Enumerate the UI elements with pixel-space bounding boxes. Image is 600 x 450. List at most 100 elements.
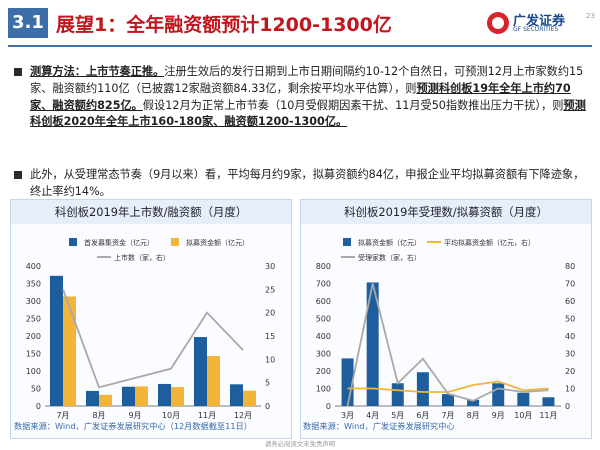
x-tick-label: 7月 — [56, 411, 69, 420]
x-tick-label: 10月 — [162, 411, 180, 420]
y-left-tick-label: 300 — [26, 297, 41, 306]
y-left-tick-label: 100 — [316, 385, 331, 394]
chart-acceptance-fundraising-plot: 0 100 200 300 400 500 600 700 800 0 10 20 30 40 50 60 70… — [316, 238, 575, 420]
bar — [194, 337, 207, 406]
y-left-tick-label: 800 — [316, 262, 331, 271]
section-number: 3.1 — [8, 8, 48, 38]
y-right-tick-label: 0 — [265, 402, 270, 411]
y-right-tick-label: 70 — [565, 280, 575, 289]
logo-english-name: GF SECURITIES — [513, 26, 559, 33]
bar — [50, 275, 63, 406]
y-left-tick-label: 700 — [316, 280, 331, 289]
bar — [86, 390, 99, 406]
chart-listing-financing: 科创板2019年上市数/融资额（月度） 0 50 100 150 200 250 300 35… — [10, 199, 292, 439]
y-right-tick-label: 30 — [565, 350, 575, 359]
slide-title: 展望1：全年融资额预计1200-1300亿 — [56, 14, 392, 36]
bar — [542, 397, 555, 406]
legend-label: 首发募集资金（亿元） — [84, 238, 154, 247]
y-left-tick-label: 150 — [26, 350, 41, 359]
y-right-tick-label: 5 — [265, 379, 270, 388]
y-right-tick-label: 20 — [565, 367, 575, 376]
series-line — [347, 380, 549, 393]
x-tick-label: 9月 — [492, 411, 505, 420]
y-left-tick-label: 250 — [26, 315, 41, 324]
logo-mark-icon — [487, 12, 509, 34]
paragraph-acceptance-text: 此外，从受理常态节奏（9月以来）看，平均每月约9家，拟募资额约84亿，申报企业平… — [30, 168, 585, 198]
series-line — [62, 289, 244, 389]
bar — [517, 392, 530, 406]
y-left-tick-label: 200 — [26, 332, 41, 341]
y-right-tick-label: 50 — [565, 315, 575, 324]
y-left-tick-label: 600 — [316, 297, 331, 306]
paragraph-acceptance: 此外，从受理常态节奏（9月以来）看，平均每月约9家，拟募资额约84亿，申报企业平… — [14, 167, 586, 201]
gf-logo: 广发证券 GF SECURITIES — [487, 10, 583, 36]
bar — [158, 383, 171, 406]
y-right-tick-label: 0 — [565, 402, 570, 411]
bar — [492, 383, 505, 406]
x-tick-label: 9月 — [128, 411, 141, 420]
bar — [99, 394, 112, 406]
method-heading: 测算方法：上市节奏正推。 — [30, 65, 165, 78]
bar — [467, 399, 480, 406]
logo-chinese-name: 广发证券 — [513, 14, 566, 29]
y-left-tick-label: 500 — [316, 315, 331, 324]
y-right-tick-label: 15 — [265, 332, 275, 341]
x-tick-label: 4月 — [366, 411, 379, 420]
x-tick-label: 8月 — [467, 411, 480, 420]
legend-swatch — [343, 238, 351, 246]
y-left-tick-label: 400 — [26, 262, 41, 271]
bar — [243, 390, 256, 406]
chart-listing-financing-plot: 0 50 100 150 200 250 300 350 400 0 5 10 15 20 25 30 7月 8月… — [26, 238, 275, 420]
x-tick-label: 7月 — [441, 411, 454, 420]
y-right-tick-label: 80 — [565, 262, 575, 271]
slide-header: 3.1 展望1：全年融资额预计1200-1300亿 广发证券 GF SECURI… — [0, 0, 600, 47]
y-right-tick-label: 10 — [565, 385, 575, 394]
y-left-tick-label: 0 — [326, 402, 331, 411]
x-tick-label: 12月 — [234, 411, 252, 420]
x-tick-label: 6月 — [416, 411, 429, 420]
y-right-tick-label: 10 — [265, 355, 275, 364]
assumption-text: 假设12月为正常上市节奏（10月受假期因素干扰、11月受50指数推出压力干扰），… — [142, 98, 564, 112]
bar — [442, 394, 454, 406]
x-tick-label: 11月 — [539, 411, 557, 420]
bar — [416, 372, 429, 406]
method-detail: 注册生效后的发行日期到上市日期间隔约10-12个自然日，可预测12月上市家数约1… — [30, 65, 584, 95]
bar — [366, 282, 379, 406]
bar — [135, 386, 148, 406]
x-tick-label: 10月 — [514, 411, 532, 420]
y-left-tick-label: 50 — [31, 385, 41, 394]
legend-label: 拟募资金额（亿元） — [358, 238, 421, 247]
x-tick-label: 11月 — [198, 411, 216, 420]
bar — [63, 296, 76, 406]
x-tick-label: 3月 — [341, 411, 354, 420]
y-left-tick-label: 0 — [36, 402, 41, 411]
legend-label: 受理家数（家，右） — [358, 253, 421, 262]
chart-title: 科创板2019年上市数/融资额（月度） — [11, 200, 291, 224]
series-line — [346, 283, 549, 407]
x-tick-label: 8月 — [92, 411, 105, 420]
forecast-2020: 预测科创板2020年全年上市160-180家、融资额1200-1300亿。 — [30, 98, 586, 129]
paragraph-estimate-text: 测算方法：上市节奏正推。注册生效后的发行日期到上市日期间隔约10-12个自然日，… — [30, 64, 586, 131]
bar — [391, 383, 404, 406]
legend-swatch — [69, 238, 77, 246]
bar — [230, 384, 243, 406]
y-right-tick-label: 25 — [265, 285, 275, 294]
legend-swatch — [171, 238, 179, 246]
header-divider — [8, 45, 592, 47]
legend-label: 拟募资金额（亿元） — [186, 238, 249, 247]
y-left-tick-label: 100 — [26, 367, 41, 376]
page-number: 23 — [586, 12, 595, 20]
source-note-right: 数据来源：Wind，广发证券发展研究中心 — [303, 421, 455, 431]
disclaimer-footer: 请务必阅读文末免责声明 — [264, 440, 336, 448]
y-right-tick-label: 20 — [265, 309, 275, 318]
bar — [122, 386, 135, 406]
source-note-left: 数据来源：Wind，广发证券发展研究中心（12月数据截至11日） — [14, 421, 252, 431]
bullet-square-icon — [14, 68, 22, 76]
legend-label: 平均拟募资金额（亿元，右） — [444, 238, 535, 247]
y-left-tick-label: 350 — [26, 280, 41, 289]
y-right-tick-label: 60 — [565, 297, 575, 306]
x-tick-label: 5月 — [391, 411, 404, 420]
paragraph-estimate: 测算方法：上市节奏正推。注册生效后的发行日期到上市日期间隔约10-12个自然日，… — [14, 64, 586, 131]
bullet-square-icon — [14, 171, 22, 179]
y-right-tick-label: 30 — [265, 262, 275, 271]
